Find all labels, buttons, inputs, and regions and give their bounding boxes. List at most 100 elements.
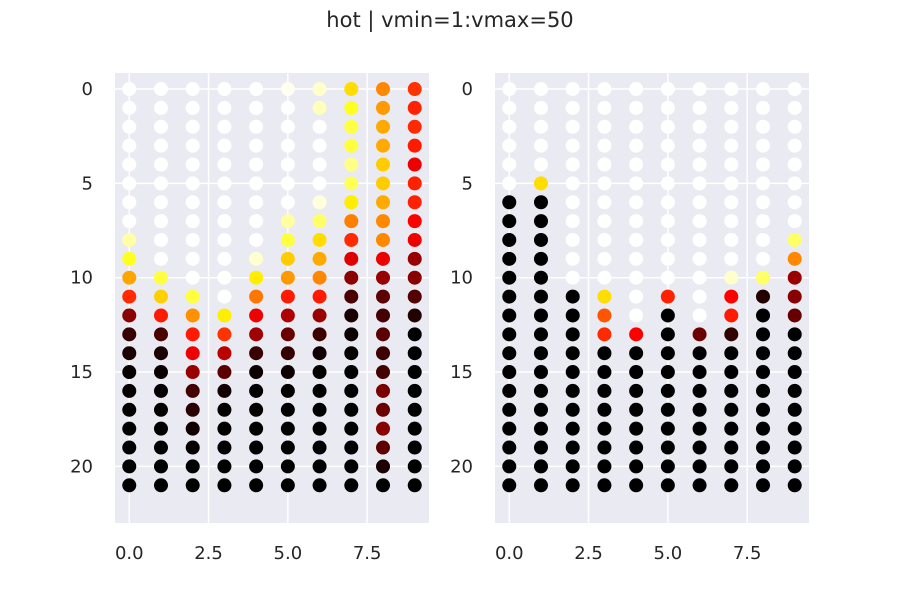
- data-point: [629, 289, 644, 304]
- data-point: [660, 195, 675, 210]
- data-point: [217, 251, 232, 266]
- data-point: [597, 327, 612, 342]
- data-point: [407, 195, 422, 210]
- data-point: [185, 289, 200, 304]
- data-point: [217, 365, 232, 380]
- data-point: [249, 365, 264, 380]
- data-point: [122, 157, 137, 172]
- data-point: [217, 157, 232, 172]
- data-point: [185, 270, 200, 285]
- data-point: [312, 195, 327, 210]
- data-point: [407, 289, 422, 304]
- data-point: [122, 251, 137, 266]
- data-point: [692, 214, 707, 229]
- data-point: [724, 251, 739, 266]
- data-point: [660, 157, 675, 172]
- data-point: [724, 440, 739, 455]
- data-point: [280, 270, 295, 285]
- data-point: [629, 459, 644, 474]
- data-point: [344, 308, 359, 323]
- data-point: [407, 176, 422, 191]
- data-point: [629, 214, 644, 229]
- data-point: [597, 421, 612, 436]
- data-point: [787, 195, 802, 210]
- data-point: [692, 138, 707, 153]
- data-point: [280, 82, 295, 97]
- data-point: [565, 119, 580, 134]
- data-point: [122, 195, 137, 210]
- data-point: [249, 289, 264, 304]
- data-point: [502, 176, 517, 191]
- data-point: [280, 157, 295, 172]
- data-point: [185, 100, 200, 115]
- data-point: [533, 157, 548, 172]
- data-point: [312, 176, 327, 191]
- data-point: [344, 232, 359, 247]
- data-point: [597, 270, 612, 285]
- data-point: [407, 478, 422, 493]
- data-point: [502, 157, 517, 172]
- data-point: [533, 176, 548, 191]
- data-point: [122, 478, 137, 493]
- data-point: [692, 157, 707, 172]
- x-tick-label: 2.5: [574, 543, 603, 564]
- data-point: [787, 421, 802, 436]
- data-point: [660, 327, 675, 342]
- data-point: [756, 138, 771, 153]
- data-point: [153, 176, 168, 191]
- scatter-panel-2: 0.0 2.5 5.0 7.5 0 5 10 15 20: [450, 73, 809, 564]
- data-point: [249, 402, 264, 417]
- data-point: [344, 459, 359, 474]
- data-point: [660, 402, 675, 417]
- data-point: [502, 195, 517, 210]
- data-point: [153, 346, 168, 361]
- x-tick-label: 5.0: [274, 543, 303, 564]
- data-point: [533, 119, 548, 134]
- data-point: [122, 459, 137, 474]
- data-point: [122, 383, 137, 398]
- data-point: [217, 270, 232, 285]
- data-point: [185, 308, 200, 323]
- data-point: [565, 365, 580, 380]
- data-point: [533, 289, 548, 304]
- data-point: [217, 138, 232, 153]
- data-point: [787, 138, 802, 153]
- data-point: [502, 119, 517, 134]
- y-tick-label: 10: [450, 268, 473, 289]
- data-point: [376, 402, 391, 417]
- data-point: [597, 478, 612, 493]
- data-point: [153, 270, 168, 285]
- data-point: [629, 100, 644, 115]
- data-point: [344, 119, 359, 134]
- data-point: [724, 459, 739, 474]
- data-point: [597, 440, 612, 455]
- data-point: [787, 100, 802, 115]
- data-point: [153, 214, 168, 229]
- data-point: [533, 100, 548, 115]
- data-point: [185, 383, 200, 398]
- data-point: [787, 459, 802, 474]
- data-point: [376, 308, 391, 323]
- data-point: [312, 232, 327, 247]
- data-point: [597, 383, 612, 398]
- data-point: [376, 440, 391, 455]
- data-point: [153, 232, 168, 247]
- data-point: [153, 82, 168, 97]
- data-point: [660, 289, 675, 304]
- data-point: [312, 119, 327, 134]
- x-tick-label: 5.0: [654, 543, 683, 564]
- data-point: [312, 346, 327, 361]
- data-point: [407, 100, 422, 115]
- data-point: [122, 214, 137, 229]
- data-point: [344, 176, 359, 191]
- data-point: [249, 251, 264, 266]
- data-point: [724, 100, 739, 115]
- data-point: [597, 402, 612, 417]
- data-point: [787, 383, 802, 398]
- data-point: [407, 402, 422, 417]
- data-point: [597, 214, 612, 229]
- data-point: [217, 195, 232, 210]
- data-point: [756, 119, 771, 134]
- data-point: [629, 157, 644, 172]
- scatter-panel-1: 0.0 2.5 5.0 7.5 0 5 10 15 20: [70, 73, 429, 564]
